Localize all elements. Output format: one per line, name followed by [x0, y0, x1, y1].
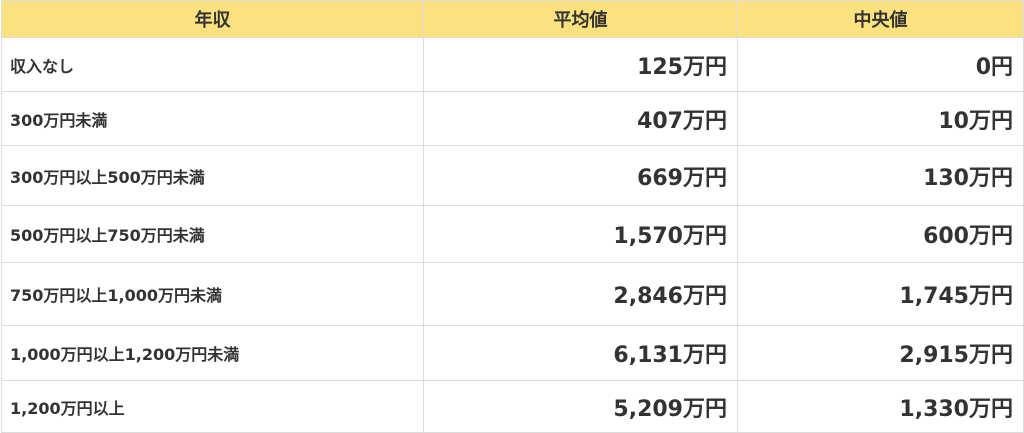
table-row: 300万円未満 407万円 10万円: [1, 91, 1024, 146]
table-body: 収入なし 125万円 0円 300万円未満 407万円 10万円 300万円以上500万円未…: [1, 37, 1024, 433]
value-cell: 0円: [737, 37, 1024, 92]
value-cell: 2,915万円: [737, 325, 1024, 381]
header-cell: 中央値: [737, 0, 1024, 38]
value-cell: 407万円: [423, 91, 738, 146]
value-cell: 6,131万円: [423, 325, 738, 381]
value-cell: 5,209万円: [423, 380, 738, 433]
table-row: 750万円以上1,000万円未満 2,846万円 1,745万円: [1, 262, 1024, 326]
value-cell: 1,570万円: [423, 205, 738, 263]
row-label: 収入なし: [1, 37, 424, 92]
row-label: 1,000万円以上1,200万円未満: [1, 325, 424, 381]
value-cell: 1,745万円: [737, 262, 1024, 326]
value-cell: 1,330万円: [737, 380, 1024, 433]
value-cell: 669万円: [423, 145, 738, 206]
table-row: 500万円以上750万円未満 1,570万円 600万円: [1, 205, 1024, 263]
value-cell: 125万円: [423, 37, 738, 92]
header-cell: 平均値: [423, 0, 738, 38]
row-label: 300万円未満: [1, 91, 424, 146]
value-cell: 130万円: [737, 145, 1024, 206]
table-row: 収入なし 125万円 0円: [1, 37, 1024, 92]
value-cell: 2,846万円: [423, 262, 738, 326]
row-label: 750万円以上1,000万円未満: [1, 262, 424, 326]
table-row: 300万円以上500万円未満 669万円 130万円: [1, 145, 1024, 206]
value-cell: 600万円: [737, 205, 1024, 263]
table-row: 1,000万円以上1,200万円未満 6,131万円 2,915万円: [1, 325, 1024, 381]
value-cell: 10万円: [737, 91, 1024, 146]
row-label: 500万円以上750万円未満: [1, 205, 424, 263]
header-cell: 年収: [1, 0, 424, 38]
header-row: 年収 平均値 中央値: [1, 0, 1024, 38]
table-row: 1,200万円以上 5,209万円 1,330万円: [1, 380, 1024, 433]
row-label: 1,200万円以上: [1, 380, 424, 433]
row-label: 300万円以上500万円未満: [1, 145, 424, 206]
